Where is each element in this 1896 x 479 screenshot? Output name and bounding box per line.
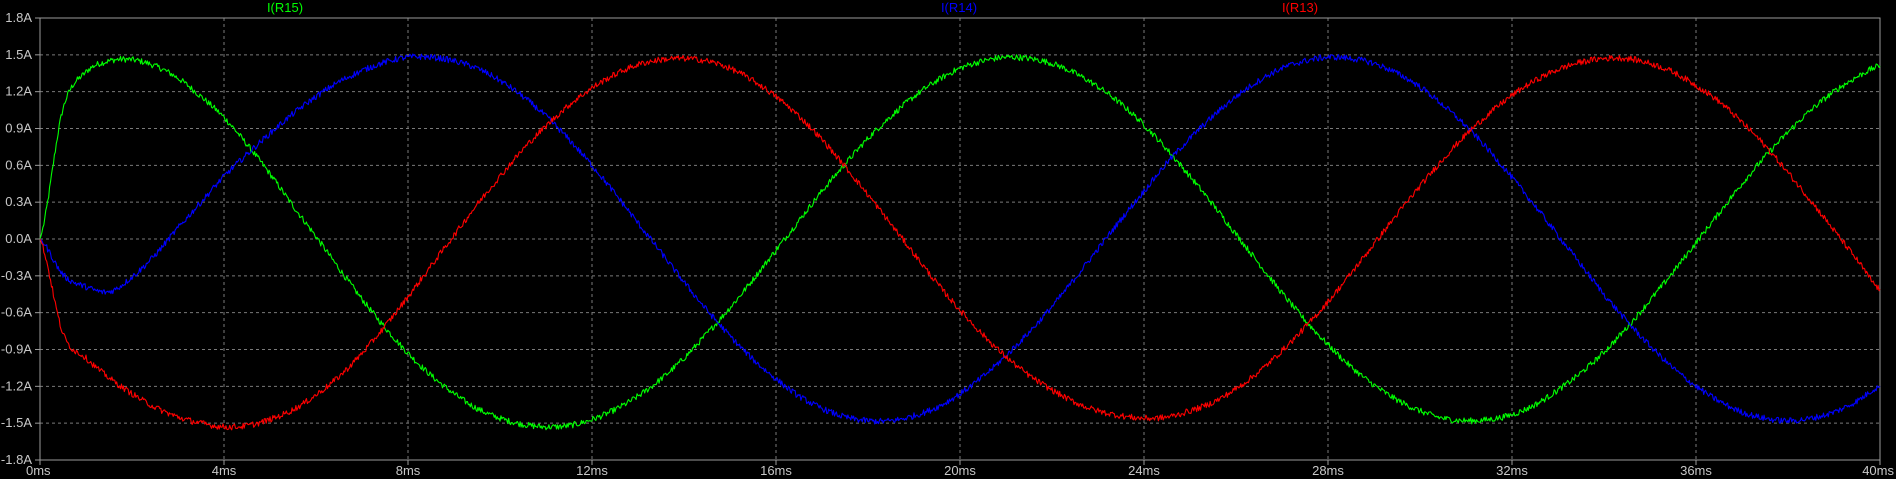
- x-tick-label: 28ms: [1312, 463, 1344, 478]
- y-tick-label: 1.8A: [5, 10, 32, 25]
- y-tick-label: 0.0A: [5, 231, 32, 246]
- y-axis-ticks: 1.8A 1.5A 1.2A 0.9A 0.6A 0.3A 0.0A -0.3A -0.6A -0…: [1, 10, 40, 467]
- y-tick-label: 1.5A: [5, 47, 32, 62]
- x-tick-label: 40ms: [1862, 463, 1894, 478]
- x-tick-label: 32ms: [1496, 463, 1528, 478]
- legend: I(R15) I(R14) I(R13): [267, 0, 1318, 15]
- x-tick-label: 20ms: [944, 463, 976, 478]
- y-tick-label: -1.5A: [1, 415, 32, 430]
- y-tick-label: -1.8A: [1, 452, 32, 467]
- y-tick-label: 0.6A: [5, 157, 32, 172]
- x-tick-label: 24ms: [1128, 463, 1160, 478]
- series-line-ir15: [39, 54, 1881, 431]
- y-tick-label: -0.3A: [1, 268, 32, 283]
- legend-entry[interactable]: I(R13): [1282, 0, 1318, 15]
- x-tick-label: 8ms: [396, 463, 421, 478]
- series-line-ir14: [39, 53, 1881, 425]
- y-tick-label: -1.2A: [1, 378, 32, 393]
- y-tick-label: -0.6A: [1, 305, 32, 320]
- x-axis-ticks: 0ms 4ms 8ms 12ms 16ms 20ms 24ms 28ms 32ms 36ms 40m…: [26, 460, 1894, 478]
- grid: [40, 18, 1880, 460]
- traces: [39, 53, 1881, 431]
- x-tick-label: 12ms: [576, 463, 608, 478]
- y-tick-label: 1.2A: [5, 84, 32, 99]
- y-tick-label: 0.9A: [5, 121, 32, 136]
- x-tick-label: 16ms: [760, 463, 792, 478]
- y-tick-label: 0.3A: [5, 194, 32, 209]
- x-tick-label: 36ms: [1680, 463, 1712, 478]
- legend-entry[interactable]: I(R15): [267, 0, 303, 15]
- legend-entry[interactable]: I(R14): [941, 0, 977, 15]
- x-tick-label: 4ms: [212, 463, 237, 478]
- y-tick-label: -0.9A: [1, 342, 32, 357]
- series-line-ir13: [39, 54, 1881, 431]
- x-tick-label: 0ms: [26, 463, 51, 478]
